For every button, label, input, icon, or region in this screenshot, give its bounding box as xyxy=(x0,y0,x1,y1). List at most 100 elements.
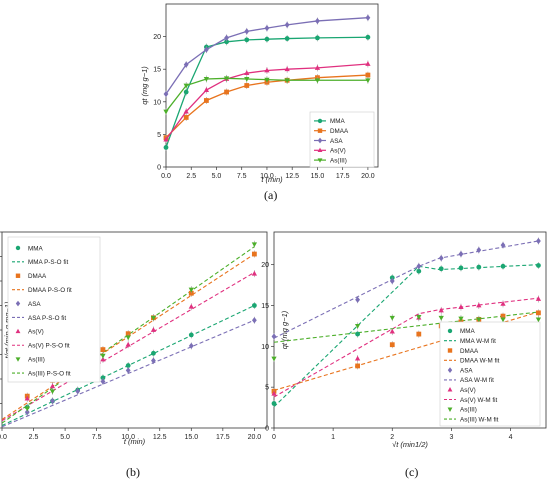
y-tick-label: 5 xyxy=(157,132,161,139)
data-point xyxy=(536,237,541,245)
data-point xyxy=(500,300,506,306)
legend-label: MMA W-M fit xyxy=(460,338,496,345)
data-point xyxy=(458,265,464,271)
x-tick-label: 15.0 xyxy=(184,434,198,441)
data-point xyxy=(458,316,464,322)
data-point xyxy=(354,355,361,361)
data-point xyxy=(458,250,464,258)
data-point xyxy=(203,98,209,103)
data-point xyxy=(224,89,229,95)
series xyxy=(271,261,541,407)
legend-marker xyxy=(317,158,323,163)
fit-line xyxy=(273,297,539,398)
legend-marker xyxy=(447,348,453,353)
data-point xyxy=(355,331,361,337)
x-tick-label: 4 xyxy=(509,434,513,441)
data-point xyxy=(284,21,290,28)
fit-line xyxy=(273,311,539,343)
data-point xyxy=(535,296,542,301)
data-point xyxy=(416,331,422,337)
data-point xyxy=(251,303,257,308)
data-point xyxy=(264,67,270,73)
data-point xyxy=(476,246,482,254)
y-tick-label: 20 xyxy=(153,34,161,41)
data-point xyxy=(188,332,194,338)
legend: MMA MMA P-S-O fit DMAA DMAA P-S-O fit ASA ASA… xyxy=(7,236,101,383)
legend-label: As(III) P-S-O fit xyxy=(28,370,71,377)
x-tick-label: 10.0 xyxy=(121,434,135,441)
data-point xyxy=(416,268,422,274)
data-point xyxy=(251,251,257,257)
data-point xyxy=(163,109,169,115)
data-point xyxy=(389,342,395,348)
legend-label: As(V) P-S-O fit xyxy=(28,343,70,350)
data-point xyxy=(151,350,156,356)
data-point xyxy=(476,264,482,270)
x-tick-label: 17.5 xyxy=(336,173,350,180)
data-point xyxy=(150,315,157,321)
fit-line xyxy=(273,264,539,408)
data-point xyxy=(224,34,229,42)
x-tick-label: 10.0 xyxy=(260,173,274,180)
y-axis-label: t/qt (min g mg−1) xyxy=(3,301,12,358)
x-tick-label: 5.0 xyxy=(212,173,222,180)
data-point xyxy=(416,315,422,320)
data-point xyxy=(365,78,371,84)
data-point xyxy=(100,353,106,359)
data-point xyxy=(438,266,444,272)
data-point xyxy=(100,347,106,352)
legend-label: ASA xyxy=(28,301,41,308)
legend-label: As(V) xyxy=(28,329,44,336)
data-point xyxy=(284,66,290,72)
legend-label: ASA xyxy=(460,367,473,374)
legend-label: MMA xyxy=(460,328,475,335)
data-point xyxy=(125,331,131,337)
data-point xyxy=(188,342,194,350)
data-point xyxy=(75,388,81,395)
data-point xyxy=(314,78,321,84)
series xyxy=(271,237,541,341)
data-point xyxy=(50,397,55,405)
data-point xyxy=(315,35,320,41)
data-point xyxy=(500,317,506,323)
data-point xyxy=(315,17,320,25)
series xyxy=(163,74,371,116)
chart-panel-1: 0.0 2.5 5.0 7.5 10.0 12.5 15.0 17.5 20.0 0 5 10 15 20… xyxy=(140,3,379,184)
data-point xyxy=(536,310,541,316)
data-point xyxy=(244,77,250,82)
data-point xyxy=(365,34,371,40)
legend-label: DMAA xyxy=(28,273,47,280)
data-point xyxy=(389,328,395,334)
panel-label-b: (b) xyxy=(126,465,140,479)
y-tick-label: 5 xyxy=(265,385,269,392)
data-point xyxy=(24,406,30,412)
legend-marker xyxy=(447,367,453,373)
legend-label: As(III) W-M fit xyxy=(460,416,499,423)
plot-frame xyxy=(273,231,547,429)
legend-marker xyxy=(317,137,323,144)
data-point xyxy=(355,363,361,369)
legend-marker xyxy=(317,147,323,153)
legend: MMA DMAA ASA As(V) As(III) xyxy=(309,111,375,168)
x-tick-label: 7.5 xyxy=(237,173,247,180)
data-point xyxy=(251,317,257,324)
legend: MMA MMA W-M fit DMAA DMAA W-M fit ASA ASA W-M… xyxy=(439,321,541,427)
legend-label: DMAA xyxy=(460,348,479,355)
data-point xyxy=(244,37,250,43)
data-point xyxy=(223,76,230,82)
data-point xyxy=(271,390,277,396)
data-point xyxy=(416,263,422,270)
data-point xyxy=(438,255,444,262)
data-point xyxy=(365,14,371,21)
legend-marker xyxy=(15,328,21,334)
data-point xyxy=(271,356,277,362)
x-tick-label: 0.0 xyxy=(161,173,171,180)
data-point xyxy=(203,46,209,53)
y-tick-label: 15 xyxy=(153,67,161,74)
legend-marker xyxy=(15,300,21,307)
data-point xyxy=(389,315,395,321)
x-tick-label: 5.0 xyxy=(60,434,70,441)
data-point xyxy=(49,383,56,389)
